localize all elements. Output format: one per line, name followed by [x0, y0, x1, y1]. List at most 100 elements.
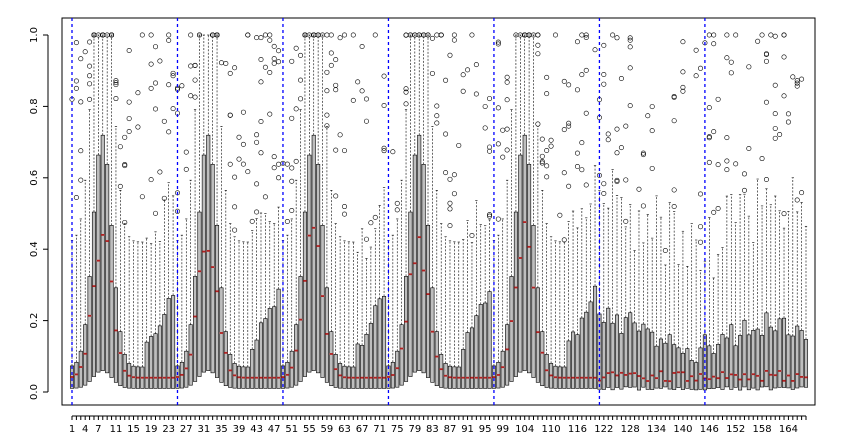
box — [263, 318, 268, 389]
outlier-point — [487, 148, 493, 154]
outlier-point — [249, 218, 255, 224]
outlier-point — [298, 52, 304, 58]
outlier-point — [148, 61, 154, 67]
outlier-point — [381, 73, 387, 79]
outlier-point — [544, 147, 550, 153]
outlier-point — [434, 32, 440, 38]
box — [623, 317, 628, 388]
outlier-point — [289, 115, 295, 121]
outlier-point — [245, 169, 251, 175]
outlier-point — [87, 39, 93, 45]
box — [694, 362, 699, 391]
outlier-point — [337, 132, 343, 138]
outlier-point — [166, 82, 172, 88]
box — [461, 349, 466, 389]
outlier-point — [342, 211, 348, 217]
outlier-point — [733, 161, 739, 167]
outlier-point — [671, 187, 677, 193]
outlier-point — [487, 96, 493, 102]
outlier-point — [271, 154, 277, 160]
outlier-point — [333, 82, 339, 88]
outlier-point — [495, 216, 501, 222]
outlier-point — [126, 48, 132, 54]
outlier-point — [174, 190, 180, 196]
outlier-point — [227, 70, 233, 76]
outlier-point — [566, 120, 572, 126]
outlier-point — [324, 112, 330, 118]
outlier-point — [763, 51, 769, 57]
outlier-point — [403, 89, 409, 95]
outlier-point — [298, 77, 304, 83]
outlier-point — [500, 127, 506, 133]
box — [764, 312, 769, 388]
outlier-point — [293, 45, 299, 51]
x-tick-label: 164 — [779, 424, 798, 435]
box — [113, 287, 118, 383]
outlier-point — [601, 190, 607, 196]
box — [803, 339, 809, 388]
box — [153, 333, 158, 389]
outlier-point — [87, 81, 93, 87]
box — [219, 287, 224, 383]
outlier-point — [232, 204, 238, 210]
outlier-point — [583, 182, 589, 188]
outlier-point — [574, 150, 580, 156]
outlier-point — [711, 32, 717, 38]
outlier-point — [763, 58, 769, 64]
outlier-point — [390, 149, 396, 155]
outlier-point — [271, 43, 277, 49]
outlier-point — [153, 80, 159, 86]
outlier-point — [403, 32, 409, 38]
outlier-point — [715, 162, 721, 168]
outlier-point — [733, 32, 739, 38]
outlier-point — [240, 161, 246, 167]
x-tick-label: 55 — [303, 424, 316, 435]
box — [215, 225, 220, 378]
outlier-point — [227, 112, 233, 118]
outlier-point — [276, 175, 282, 181]
outlier-point — [333, 87, 339, 93]
outlier-point — [693, 73, 699, 79]
box — [782, 317, 787, 388]
box — [96, 154, 101, 373]
outlier-point — [117, 144, 123, 150]
outlier-point — [671, 94, 677, 100]
box — [711, 353, 716, 389]
outlier-point — [350, 97, 356, 103]
outlier-point — [618, 145, 624, 151]
box — [760, 335, 765, 388]
x-tick-label: 83 — [426, 424, 439, 435]
x-tick-label: 95 — [479, 424, 492, 435]
box — [566, 340, 571, 389]
outlier-point — [254, 209, 260, 215]
outlier-point — [271, 60, 277, 66]
box — [105, 164, 110, 374]
outlier-point — [544, 91, 550, 97]
box — [724, 337, 729, 388]
outlier-point — [583, 67, 589, 73]
box — [162, 314, 167, 389]
outlier-point — [192, 77, 198, 83]
outlier-point — [122, 163, 128, 169]
outlier-point — [487, 144, 493, 150]
outlier-point — [715, 205, 721, 211]
box — [100, 134, 105, 371]
box — [777, 318, 782, 388]
box — [307, 154, 312, 373]
box — [751, 330, 756, 389]
outlier-point — [706, 159, 712, 165]
box — [601, 322, 606, 390]
outlier-point — [447, 206, 453, 212]
outlier-point — [495, 41, 501, 47]
box — [439, 354, 444, 388]
outlier-point — [214, 32, 220, 38]
x-tick-label: 71 — [373, 424, 386, 435]
x-tick-label: 79 — [408, 424, 421, 435]
outlier-point — [579, 140, 585, 146]
outlier-point — [487, 212, 493, 218]
outlier-point — [728, 59, 734, 65]
outlier-point — [645, 113, 651, 119]
outlier-point — [605, 131, 611, 137]
outlier-point — [781, 54, 787, 60]
